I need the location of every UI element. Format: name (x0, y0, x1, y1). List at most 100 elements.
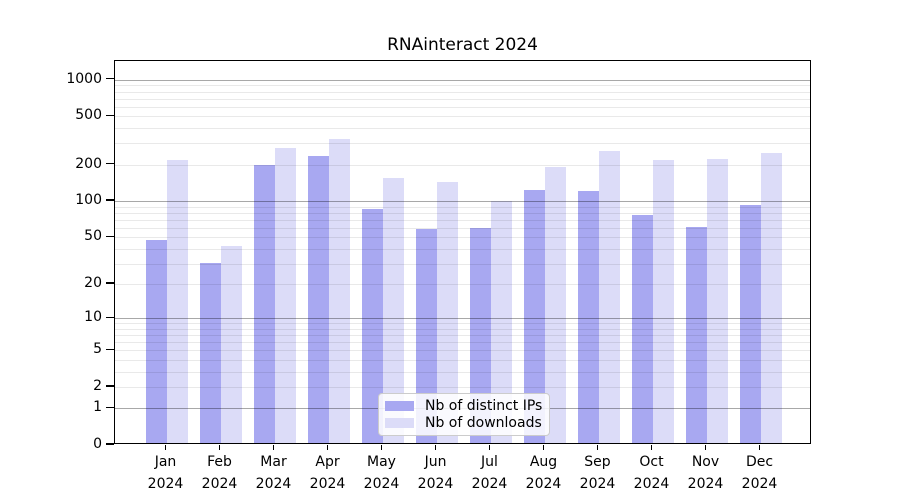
y-tick (106, 78, 114, 80)
gridline-minor (115, 91, 810, 93)
y-tick (106, 443, 114, 445)
bar-distinct-ips (361, 209, 383, 443)
gridline-minor (115, 237, 810, 239)
bar-distinct-ips (685, 226, 707, 443)
x-tick-label-line: Nov (691, 454, 720, 470)
gridline-major (115, 79, 810, 81)
gridline-minor (115, 98, 810, 100)
bar-downloads (382, 177, 404, 443)
x-tick-label: Dec 2024 (728, 451, 792, 495)
gridline-minor (115, 128, 810, 130)
plot-area (114, 60, 811, 444)
y-tick-label: 50 (84, 228, 102, 245)
x-tick-label-line: 2024 (417, 476, 454, 492)
y-tick-label: 1 (93, 399, 102, 416)
gridline-minor (115, 371, 810, 373)
bar-downloads (706, 158, 728, 443)
y-tick (106, 348, 114, 350)
bar-downloads (220, 245, 242, 443)
x-tick (272, 445, 275, 450)
y-tick-label: 5 (93, 341, 102, 358)
bar-downloads (760, 153, 782, 443)
gridline-minor (115, 248, 810, 250)
y-tick-label: 2 (93, 377, 102, 394)
gridline-minor (115, 85, 810, 87)
y-tick (106, 235, 114, 237)
y-tick (106, 316, 114, 318)
gridline-minor (115, 328, 810, 330)
gridline-major (115, 201, 810, 203)
y-tick (106, 282, 114, 284)
x-tick-label: Nov 2024 (674, 451, 738, 495)
bar-downloads (436, 181, 458, 443)
x-tick-label: Feb 2024 (188, 451, 252, 495)
x-tick (596, 445, 599, 450)
x-tick (434, 445, 437, 450)
y-tick-label: 10 (84, 309, 102, 326)
x-tick-label: Jan 2024 (134, 451, 198, 495)
legend-item: Nb of downloads (385, 415, 543, 433)
x-tick (704, 445, 707, 450)
x-tick (542, 445, 545, 450)
gridline-major (115, 318, 810, 320)
y-tick-label: 20 (84, 275, 102, 292)
x-tick-label-line: Apr (315, 454, 340, 470)
x-tick-label-line: 2024 (525, 476, 562, 492)
x-tick-label: Oct 2024 (620, 451, 684, 495)
x-tick-label: Apr 2024 (296, 451, 360, 495)
y-tick (106, 114, 114, 117)
y-tick (106, 199, 114, 201)
legend-swatch-distinct-ips (385, 400, 414, 411)
bar-downloads (274, 147, 296, 443)
y-tick-label: 0 (93, 436, 102, 452)
gridline-minor (115, 386, 810, 388)
bar-distinct-ips (307, 155, 329, 443)
x-tick-label: Mar 2024 (242, 451, 306, 495)
gridline-minor (115, 335, 810, 337)
bar-distinct-ips (145, 239, 167, 443)
x-tick-label: Aug 2024 (512, 451, 576, 495)
x-tick (326, 445, 329, 450)
x-tick (650, 445, 653, 450)
legend-swatch-downloads (385, 418, 414, 429)
x-tick-label: May 2024 (350, 451, 414, 495)
bars-layer (115, 61, 810, 443)
gridline-minor (115, 350, 810, 352)
gridline-minor (115, 323, 810, 325)
gridline-minor (115, 284, 810, 286)
x-tick (164, 445, 167, 450)
x-tick-label-line: 2024 (255, 476, 292, 492)
x-tick-label-line: 2024 (363, 476, 400, 492)
y-tick-label: 200 (75, 155, 102, 172)
legend-label: Nb of downloads (425, 415, 542, 432)
y-tick-label: 100 (75, 192, 102, 209)
gridline-minor (115, 164, 810, 166)
y-tick-label: 500 (75, 107, 102, 124)
bar-distinct-ips (253, 165, 275, 443)
bar-distinct-ips (415, 229, 437, 443)
bar-downloads (652, 160, 674, 443)
x-tick-label-line: Jul (481, 454, 498, 470)
bar-downloads (598, 151, 620, 443)
x-tick (380, 445, 383, 450)
bar-distinct-ips (469, 227, 491, 443)
x-tick-label-line: Feb (207, 454, 232, 470)
chart-title: RNAinteract 2024 (387, 35, 538, 55)
x-tick-label-line: 2024 (687, 476, 724, 492)
x-tick-label-line: Jun (424, 454, 447, 470)
bar-distinct-ips (199, 263, 221, 443)
gridline-minor (115, 263, 810, 265)
x-tick-label: Jun 2024 (404, 451, 468, 495)
x-tick-label-line: Oct (639, 454, 664, 470)
gridline-minor (115, 206, 810, 208)
gridline-minor (115, 219, 810, 221)
bar-downloads (544, 167, 566, 443)
x-tick-label-line: 2024 (741, 476, 778, 492)
bar-downloads (328, 139, 350, 443)
legend: Nb of distinct IPs Nb of downloads (378, 393, 550, 436)
x-tick-label-line: Mar (260, 454, 287, 470)
bar-downloads (166, 160, 188, 443)
x-tick-label: Jul 2024 (458, 451, 522, 495)
x-tick-label-line: 2024 (633, 476, 670, 492)
